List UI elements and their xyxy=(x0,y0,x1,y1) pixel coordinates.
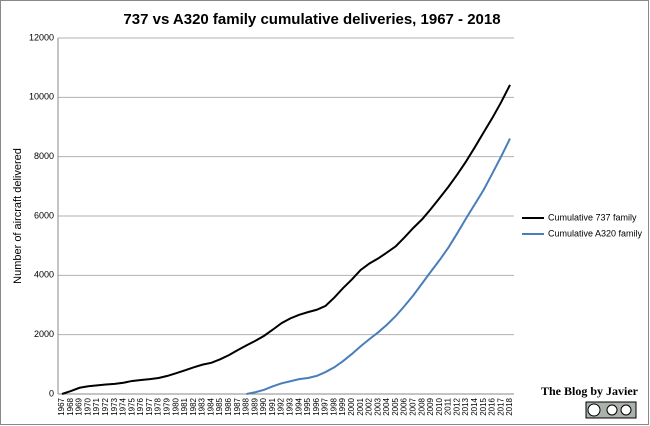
x-tick-label: 1999 xyxy=(338,397,347,415)
x-tick-label: 1990 xyxy=(259,397,268,415)
x-tick-label: 1984 xyxy=(206,397,215,415)
x-tick-label: 2017 xyxy=(496,397,505,415)
x-tick-label: 1991 xyxy=(268,397,277,415)
x-tick-label: 1988 xyxy=(242,397,251,415)
x-tick-label: 1969 xyxy=(75,397,84,415)
x-tick-label: 1967 xyxy=(57,397,66,415)
x-tick-label: 1995 xyxy=(303,397,312,415)
x-tick-label: 1996 xyxy=(312,397,321,415)
chart-title: 737 vs A320 family cumulative deliveries… xyxy=(123,11,500,28)
license-badge xyxy=(585,401,637,419)
x-tick-label: 1973 xyxy=(110,397,119,415)
x-tick-label: 1979 xyxy=(163,397,172,415)
y-tick-label: 8000 xyxy=(34,151,54,161)
x-tick-label: 2018 xyxy=(505,397,514,415)
x-tick-label: 1985 xyxy=(215,397,224,415)
x-tick-label: 1976 xyxy=(136,397,145,415)
x-tick-label: 2011 xyxy=(444,397,453,415)
x-tick-label: 2010 xyxy=(435,397,444,415)
x-tick-label: 1972 xyxy=(101,397,110,415)
x-tick-label: 2014 xyxy=(470,397,479,415)
x-tick-label: 1978 xyxy=(154,397,163,415)
x-tick-label: 2009 xyxy=(426,397,435,415)
x-tick-label: 2000 xyxy=(347,397,356,415)
x-tick-label: 1997 xyxy=(321,397,330,415)
x-tick-label: 1982 xyxy=(189,397,198,415)
x-tick-label: 1970 xyxy=(83,397,92,415)
x-tick-label: 2002 xyxy=(365,397,374,415)
x-tick-label: 2003 xyxy=(373,397,382,415)
x-tick-label: 1993 xyxy=(286,397,295,415)
credit: The Blog by Javier xyxy=(541,384,639,398)
y-tick-label: 2000 xyxy=(34,329,54,339)
x-tick-label: 2008 xyxy=(417,397,426,415)
x-tick-label: 2004 xyxy=(382,397,391,415)
x-tick-label: 1977 xyxy=(145,397,154,415)
series-line xyxy=(246,138,511,395)
x-tick-label: 1983 xyxy=(198,397,207,415)
x-tick-label: 1998 xyxy=(329,397,338,415)
y-tick-label: 6000 xyxy=(34,210,54,220)
x-tick-label: 2015 xyxy=(479,397,488,415)
x-tick-label: 1992 xyxy=(277,397,286,415)
x-tick-label: 1981 xyxy=(180,397,189,415)
legend-label: Cumulative A320 family xyxy=(548,228,643,238)
x-tick-label: 2007 xyxy=(408,397,417,415)
y-axis-title: Number of aircraft delivered xyxy=(12,148,24,284)
x-tick-label: 1989 xyxy=(250,397,259,415)
x-tick-label: 1994 xyxy=(294,397,303,415)
x-tick-label: 2016 xyxy=(488,397,497,415)
x-tick-label: 2001 xyxy=(356,397,365,415)
y-tick-label: 12000 xyxy=(29,32,54,42)
x-tick-label: 1987 xyxy=(233,397,242,415)
x-tick-label: 1975 xyxy=(127,397,136,415)
x-tick-label: 1980 xyxy=(171,397,180,415)
x-tick-label: 1974 xyxy=(119,397,128,415)
x-tick-label: 2006 xyxy=(400,397,409,415)
x-tick-label: 1986 xyxy=(224,397,233,415)
x-tick-label: 2012 xyxy=(452,397,461,415)
legend-label: Cumulative 737 family xyxy=(548,212,637,222)
x-tick-label: 2005 xyxy=(391,397,400,415)
y-tick-label: 10000 xyxy=(29,92,54,102)
x-tick-label: 2013 xyxy=(461,397,470,415)
x-tick-label: 1968 xyxy=(66,397,75,415)
series-line xyxy=(61,84,511,395)
x-tick-label: 1971 xyxy=(92,397,101,415)
y-tick-label: 0 xyxy=(49,388,54,398)
y-tick-label: 4000 xyxy=(34,270,54,280)
